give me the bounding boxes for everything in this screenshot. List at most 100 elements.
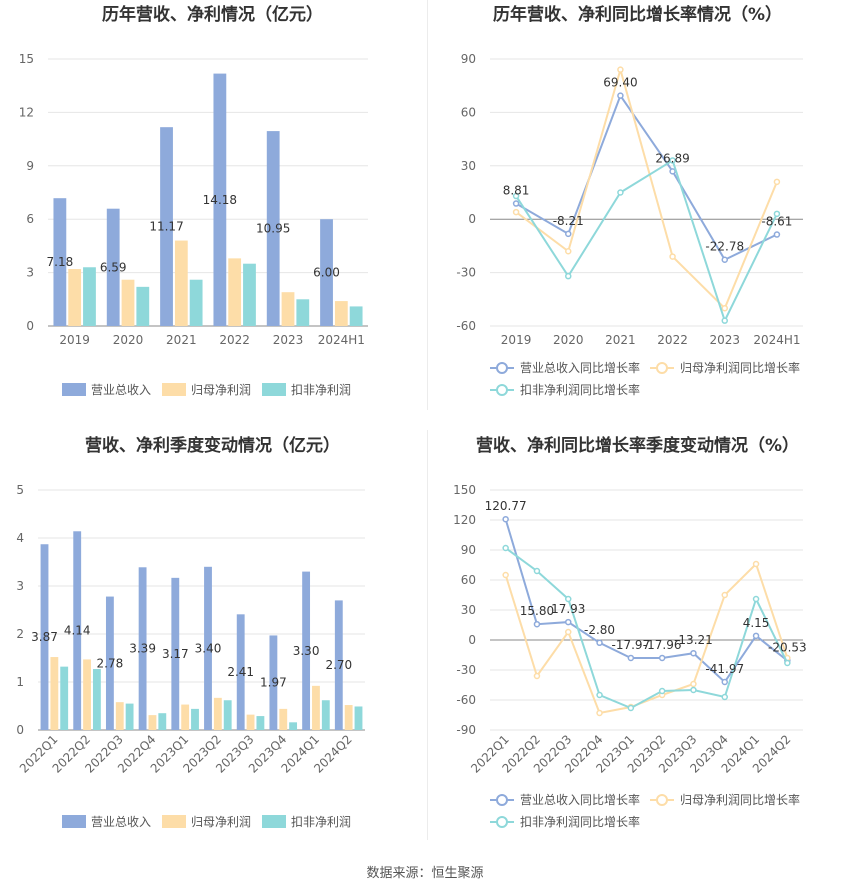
data-label: 1.97: [260, 676, 287, 690]
series-line-0: [515, 93, 778, 262]
legend-label: 营业总收入同比增长率: [520, 792, 640, 807]
series-line-0: [504, 518, 788, 684]
bar-1: [68, 269, 82, 326]
y-tick-label: 9: [26, 159, 34, 173]
bar-0: [160, 127, 173, 326]
bar-0: [53, 198, 67, 326]
x-tick-label: 2020: [553, 333, 584, 347]
bar-2: [223, 700, 232, 730]
legend-swatch: [262, 383, 286, 396]
data-label: -41.97: [705, 662, 744, 676]
bar-2: [256, 716, 265, 730]
data-point-1: [533, 672, 541, 680]
data-label: 3.87: [31, 630, 58, 644]
bar-2: [289, 722, 298, 730]
bar-2: [92, 669, 101, 730]
data-label: 7.18: [47, 255, 74, 269]
y-tick-label: 6: [26, 212, 34, 226]
y-tick-label: 0: [26, 319, 34, 333]
y-tick-label: 0: [468, 212, 476, 226]
data-point-0: [721, 678, 728, 686]
bar-0: [171, 577, 180, 730]
legend-marker: [656, 362, 668, 374]
data-label: -8.21: [553, 214, 584, 228]
data-point-2: [752, 595, 760, 603]
data-point-0: [752, 632, 760, 640]
bar-1: [279, 708, 288, 730]
chart-title: 历年营收、净利情况（亿元）: [102, 4, 323, 25]
bar-0: [73, 531, 82, 730]
bar-2: [354, 706, 363, 730]
data-point-1: [596, 709, 603, 717]
data-point-2: [565, 595, 572, 603]
data-point-2: [721, 317, 728, 324]
data-label: -17.97: [612, 638, 651, 652]
y-tick-label: 12: [19, 105, 34, 119]
data-label: 2.41: [227, 665, 254, 679]
bar-0: [236, 614, 245, 730]
legend-label: 归母净利润: [191, 815, 251, 829]
data-point-1: [690, 680, 697, 688]
bar-1: [228, 258, 242, 326]
bar-1: [344, 705, 353, 730]
data-point-0: [773, 231, 781, 238]
legend-label: 营业总收入同比增长率: [520, 360, 640, 375]
legend-label: 归母净利润同比增长率: [680, 360, 800, 375]
data-point-1: [617, 66, 624, 73]
data-label: 3.40: [195, 641, 222, 655]
data-label: -17.96: [643, 638, 682, 652]
chart-title: 营收、净利季度变动情况（亿元）: [85, 435, 340, 456]
data-label: -20.53: [768, 641, 807, 655]
y-tick-label: 90: [461, 52, 476, 66]
data-point-1: [669, 253, 676, 260]
y-tick-label: 90: [461, 543, 476, 557]
bar-0: [204, 566, 212, 730]
y-tick-label: 2: [16, 627, 24, 641]
bar-1: [115, 702, 124, 730]
data-point-0: [565, 230, 572, 238]
legend-label: 归母净利润同比增长率: [680, 792, 800, 807]
bar-2: [191, 708, 199, 730]
legend-label: 扣非净利润: [291, 383, 351, 397]
data-label: 120.77: [485, 499, 527, 513]
data-point-0: [690, 649, 697, 657]
y-tick-label: 3: [26, 266, 34, 280]
y-tick-label: -30: [456, 266, 476, 280]
data-point-1: [512, 208, 520, 216]
vertical-divider-bottom: [427, 430, 428, 840]
data-point-0: [533, 620, 541, 628]
data-label: 17.93: [551, 602, 585, 616]
legend-swatch: [162, 815, 186, 828]
bar-2: [296, 299, 310, 326]
legend-marker: [496, 384, 508, 396]
x-tick-label: 2023: [273, 333, 304, 347]
data-point-2: [512, 192, 520, 200]
y-tick-label: 0: [468, 633, 476, 647]
vertical-divider-top: [427, 0, 428, 410]
data-label: 2.70: [325, 658, 352, 672]
bar-1: [281, 292, 295, 326]
chart-title: 营收、净利同比增长率季度变动情况（%）: [476, 435, 799, 456]
data-label: 2.78: [97, 656, 124, 670]
data-label: 11.17: [149, 220, 183, 234]
bar-1: [174, 240, 188, 326]
bar-0: [213, 73, 227, 326]
quarterly-growth-rate-svg: 营收、净利同比增长率季度变动情况（%） -90 -60 -30 0 30 60 90 120 15…: [453, 435, 807, 829]
data-point-0: [658, 654, 666, 662]
data-point-0: [565, 618, 572, 626]
data-label: 4.15: [743, 616, 770, 630]
data-point-1: [752, 560, 760, 568]
data-label: 8.81: [503, 184, 530, 198]
data-label: 6.00: [313, 266, 340, 280]
data-label: -13.21: [674, 633, 713, 647]
x-tick-label: 2023: [709, 333, 740, 347]
y-tick-label: -30: [456, 663, 476, 677]
annual-revenue-profit-chart: 历年营收、净利情况（亿元） 0 3 6 9 12 15 2019 2020 2021 2022 202…: [0, 0, 425, 410]
data-point-2: [502, 544, 509, 552]
series-line-1: [504, 562, 789, 715]
data-point-0: [669, 168, 676, 175]
bar-0: [105, 596, 114, 730]
data-point-0: [512, 200, 520, 207]
bar-0: [106, 208, 120, 326]
bar-0: [269, 635, 278, 730]
